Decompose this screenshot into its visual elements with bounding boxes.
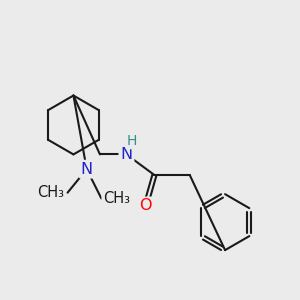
Text: O: O [139, 198, 152, 213]
Text: CH₃: CH₃ [103, 191, 130, 206]
Text: N: N [120, 147, 133, 162]
Text: N: N [81, 162, 93, 177]
Text: CH₃: CH₃ [38, 185, 64, 200]
Text: H: H [127, 134, 137, 148]
